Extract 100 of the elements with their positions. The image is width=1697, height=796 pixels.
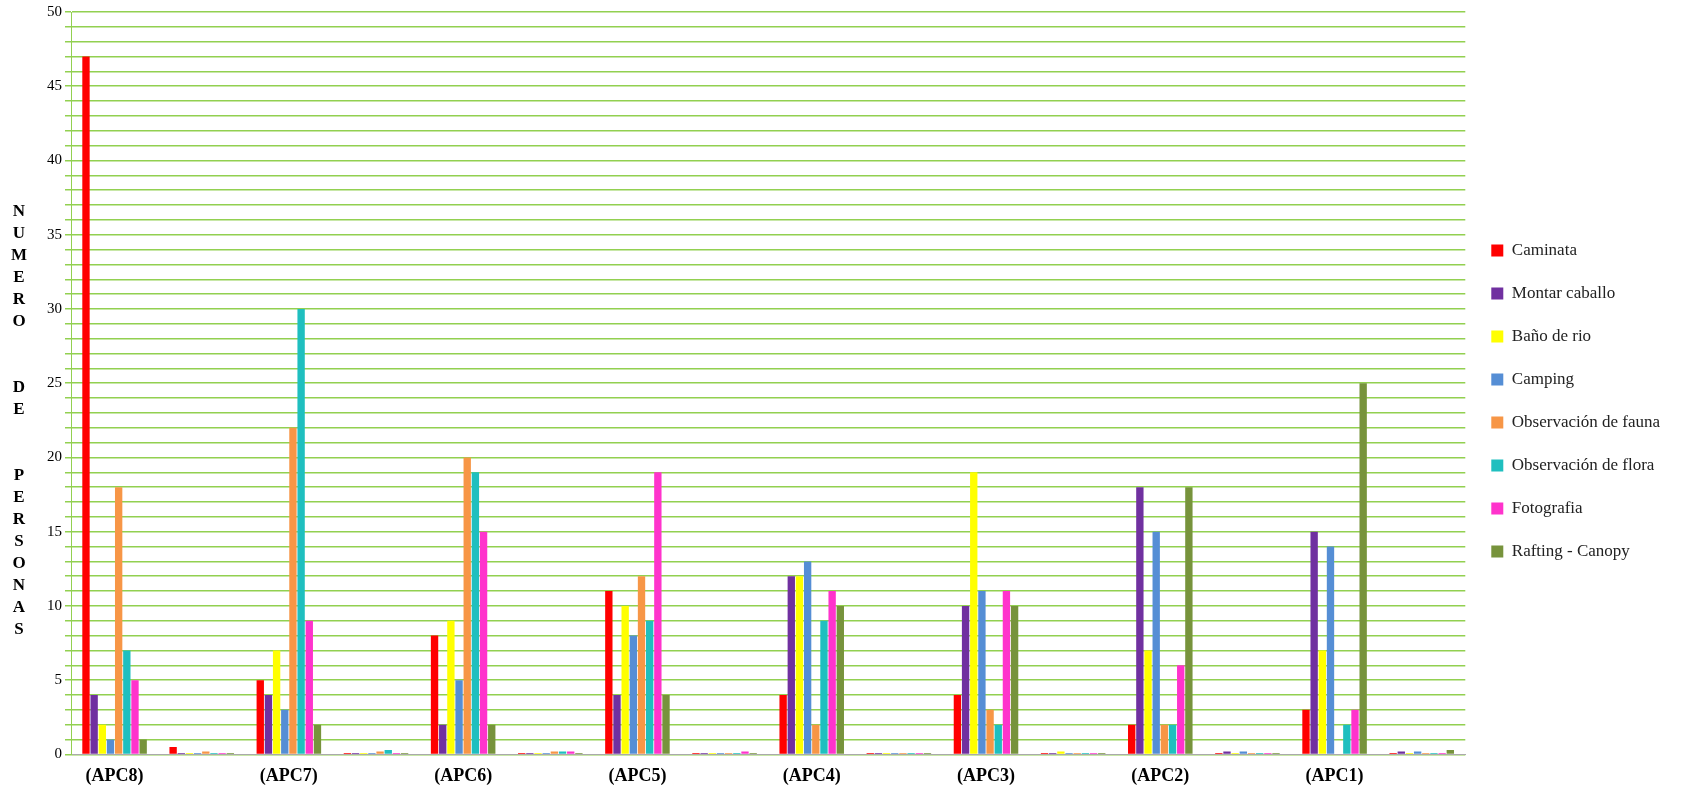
- y-tick-label: 40: [47, 151, 62, 168]
- bar: [98, 724, 106, 754]
- y-tick-label: 15: [47, 522, 62, 539]
- bar: [447, 620, 455, 754]
- bar: [169, 746, 177, 754]
- bar: [795, 576, 804, 754]
- bar: [558, 751, 567, 754]
- legend-label: Observación de flora: [1511, 454, 1655, 474]
- bar: [281, 709, 289, 754]
- bar: [787, 576, 795, 754]
- bar: [1318, 650, 1326, 754]
- y-tick-label: 5: [54, 671, 62, 688]
- bar: [376, 751, 384, 754]
- bar: [139, 739, 147, 754]
- bar: [1239, 751, 1248, 754]
- bar: [1177, 665, 1185, 754]
- legend-label: Caminata: [1511, 239, 1578, 259]
- bar: [479, 531, 488, 754]
- bar: [1446, 749, 1454, 754]
- legend-label: Camping: [1511, 368, 1575, 388]
- y-tick-label: 30: [47, 299, 62, 316]
- bar: [90, 695, 98, 754]
- legend-label: Observación de fauna: [1511, 411, 1661, 431]
- legend-label: Fotografia: [1511, 497, 1584, 517]
- bar: [106, 739, 115, 754]
- bar: [1136, 487, 1144, 754]
- bar: [1397, 751, 1405, 754]
- y-tick-label: 50: [47, 2, 62, 19]
- bar: [297, 308, 305, 754]
- bar: [384, 749, 392, 754]
- x-tick-label: (APC7): [259, 764, 318, 786]
- bar: [820, 620, 828, 754]
- x-tick-label: (APC5): [608, 764, 667, 786]
- bar: [439, 724, 447, 754]
- bar: [264, 695, 273, 754]
- bar: [313, 724, 322, 754]
- bar: [1128, 724, 1136, 754]
- bar: [629, 635, 638, 754]
- bar: [202, 751, 210, 754]
- legend-label: Montar caballo: [1511, 282, 1616, 302]
- y-tick-label: 25: [47, 374, 62, 391]
- legend-label: Baño de rio: [1511, 325, 1592, 345]
- bar: [123, 650, 131, 754]
- bar: [961, 605, 970, 754]
- y-tick-label: 35: [47, 225, 62, 242]
- bar: [637, 576, 646, 754]
- bar: [1359, 383, 1367, 754]
- y-tick-label: 10: [47, 596, 62, 613]
- bar: [289, 427, 297, 754]
- bar: [488, 724, 496, 754]
- x-tick-label: (APC4): [782, 764, 841, 786]
- bar: [1160, 724, 1169, 754]
- bar: [1057, 751, 1065, 754]
- bar: [1310, 531, 1318, 754]
- bar: [256, 680, 264, 754]
- x-tick-label: (APC8): [85, 764, 144, 786]
- bar: [803, 561, 812, 754]
- bar: [1302, 709, 1310, 754]
- bar: [1223, 751, 1231, 754]
- bar: [1351, 709, 1359, 754]
- bar: [741, 751, 749, 754]
- x-tick-label: (APC2): [1131, 764, 1190, 786]
- bar: [1144, 650, 1152, 754]
- bar: [836, 605, 844, 754]
- bar: [654, 472, 662, 754]
- bar: [463, 457, 471, 754]
- bar: [1413, 751, 1422, 754]
- text: NUMERO DE PERSONAS: [10, 201, 28, 638]
- y-tick-label: 0: [54, 745, 62, 762]
- bar: [978, 591, 986, 754]
- bar: [613, 695, 621, 754]
- bar: [455, 680, 463, 754]
- bar: [114, 487, 123, 754]
- bar: [567, 751, 575, 754]
- bar: [646, 620, 654, 754]
- bar: [662, 695, 670, 754]
- bar: [1168, 724, 1177, 754]
- bar: [986, 709, 994, 754]
- x-tick-label: (APC1): [1305, 764, 1364, 786]
- bar: [1010, 605, 1019, 754]
- bar: [471, 472, 480, 754]
- x-tick-label: (APC3): [957, 764, 1015, 786]
- bar: [970, 472, 978, 754]
- bar: [1152, 531, 1160, 754]
- bar: [812, 724, 820, 754]
- bar: [1326, 546, 1335, 754]
- bar: [272, 650, 281, 754]
- bar: [621, 605, 629, 754]
- bar: [828, 591, 836, 754]
- y-tick-label: 45: [47, 77, 62, 94]
- bar: [605, 591, 613, 754]
- y-tick-label: 20: [47, 448, 62, 465]
- bar: [1343, 724, 1351, 754]
- bar: [1185, 487, 1193, 754]
- bar: [305, 620, 313, 754]
- bar: [430, 635, 439, 754]
- bar: [82, 56, 90, 754]
- bar: [550, 751, 559, 754]
- legend-label: Rafting - Canopy: [1511, 540, 1631, 560]
- bar: [779, 695, 787, 754]
